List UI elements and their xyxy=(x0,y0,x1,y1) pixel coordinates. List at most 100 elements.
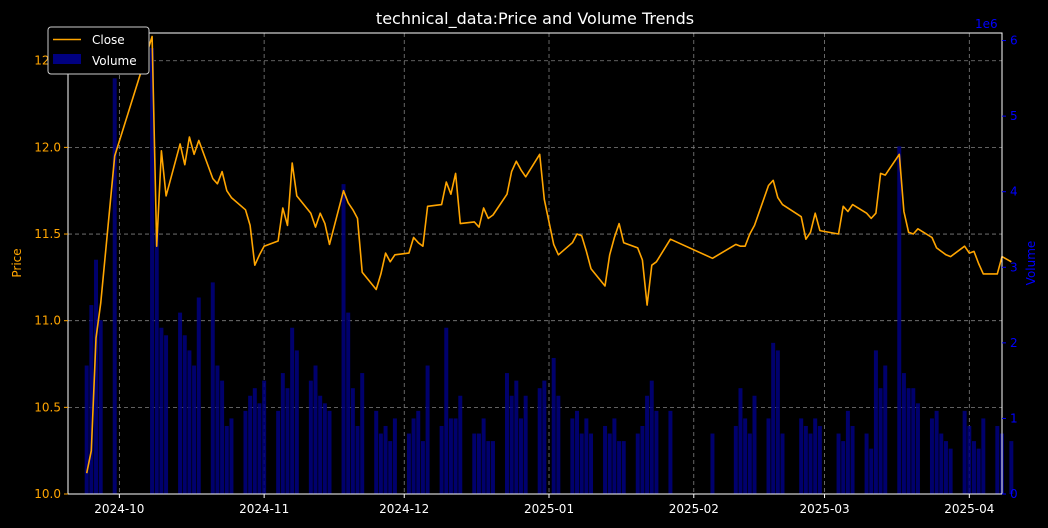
volume-bars xyxy=(84,48,1014,495)
volume-bar xyxy=(747,433,752,494)
volume-bar xyxy=(929,418,934,494)
legend: Close Volume xyxy=(47,26,150,75)
volume-bar xyxy=(154,229,159,494)
volume-bar xyxy=(444,327,449,494)
volume-bar xyxy=(220,380,225,494)
volume-bar xyxy=(84,365,89,494)
volume-bar xyxy=(262,380,267,494)
volume-bar xyxy=(406,433,411,494)
volume-bar xyxy=(327,410,332,494)
right-y-tick-label: 2 xyxy=(1010,336,1018,350)
volume-bar xyxy=(738,388,743,494)
volume-bar xyxy=(481,418,486,494)
volume-bar xyxy=(864,433,869,494)
volume-bar xyxy=(589,433,594,494)
volume-bar xyxy=(995,425,1000,494)
volume-bar xyxy=(425,365,430,494)
x-tick-label: 2025-02 xyxy=(669,502,719,516)
legend-close-label: Close xyxy=(92,33,125,47)
x-tick-label: 2025-04 xyxy=(944,502,994,516)
volume-bar xyxy=(94,259,99,494)
volume-bar xyxy=(901,373,906,494)
right-y-axis: 0 1 2 3 4 5 6 xyxy=(1002,34,1018,501)
right-y-tick-label: 0 xyxy=(1010,487,1018,501)
legend-volume-swatch xyxy=(53,54,81,64)
volume-bar xyxy=(649,380,654,494)
volume-bar xyxy=(668,410,673,494)
volume-bar xyxy=(178,312,183,494)
volume-bar xyxy=(556,395,561,494)
volume-bar xyxy=(519,418,523,494)
volume-bar xyxy=(346,312,351,494)
volume-bar xyxy=(98,320,103,494)
chart-title: technical_data:Price and Volume Trends xyxy=(376,9,694,29)
volume-bar xyxy=(817,425,822,494)
volume-bar xyxy=(962,410,967,494)
volume-bar xyxy=(294,350,299,494)
volume-bar xyxy=(318,395,323,494)
x-tick-label: 2024-11 xyxy=(239,502,289,516)
right-y-tick-label: 4 xyxy=(1010,185,1018,199)
volume-bar xyxy=(743,418,748,494)
volume-bar xyxy=(476,433,481,494)
volume-bar xyxy=(504,373,509,494)
x-axis: 2024-10 2024-11 2024-12 2025-01 2025-02 2025-… xyxy=(94,494,994,516)
right-y-tick-label: 1 xyxy=(1010,411,1018,425)
x-tick-label: 2025-01 xyxy=(524,502,574,516)
volume-bar xyxy=(579,433,584,494)
volume-bar xyxy=(514,380,519,494)
volume-bar xyxy=(248,395,253,494)
volume-bar xyxy=(752,395,757,494)
left-y-tick-label: 12.0 xyxy=(34,140,61,154)
volume-bar xyxy=(164,335,169,494)
volume-bar xyxy=(603,425,608,494)
volume-bar xyxy=(971,441,976,494)
x-tick-label: 2024-10 xyxy=(94,502,144,516)
volume-bar xyxy=(416,410,421,494)
volume-bar xyxy=(780,433,785,494)
volume-bar xyxy=(192,365,197,494)
volume-bar xyxy=(883,365,888,494)
volume-bar xyxy=(150,48,155,495)
close-price-line xyxy=(85,35,1012,474)
volume-bar xyxy=(939,433,944,494)
x-tick-label: 2024-12 xyxy=(379,502,429,516)
volume-bar xyxy=(542,380,547,494)
volume-bar xyxy=(878,388,883,494)
volume-bar xyxy=(378,433,383,494)
legend-volume-label: Volume xyxy=(92,54,137,68)
volume-bar xyxy=(803,425,808,494)
volume-bar xyxy=(280,373,285,494)
volume-bar xyxy=(196,297,201,494)
volume-bar xyxy=(187,350,192,494)
volume-bar xyxy=(967,425,972,494)
left-y-tick-label: 10.0 xyxy=(34,487,61,501)
left-y-axis: 10.010.511.011.512.012.5 xyxy=(34,54,68,501)
volume-bar xyxy=(308,380,313,494)
volume-bar xyxy=(911,388,916,494)
right-y-axis-label: Volume xyxy=(1024,241,1038,286)
volume-bar xyxy=(808,433,813,494)
volume-bar xyxy=(551,357,556,494)
volume-bar xyxy=(813,418,818,494)
volume-bar xyxy=(645,395,650,494)
volume-bar xyxy=(360,373,365,494)
volume-bar xyxy=(89,305,94,494)
volume-bar xyxy=(799,418,804,494)
volume-bar xyxy=(224,425,229,494)
volume-bar xyxy=(948,448,953,494)
volume-bar xyxy=(215,365,220,494)
volume-bar xyxy=(509,395,514,494)
volume-bar xyxy=(159,327,164,494)
volume-bar xyxy=(490,441,495,494)
volume-bar xyxy=(210,282,215,494)
volume-bar xyxy=(313,365,318,494)
volume-bar xyxy=(575,410,580,494)
left-y-axis-label: Price xyxy=(10,248,24,277)
volume-bar xyxy=(621,441,626,494)
volume-bar xyxy=(252,388,257,494)
volume-bar xyxy=(388,441,393,494)
volume-bar xyxy=(374,410,379,494)
volume-bar xyxy=(612,418,617,494)
volume-bar xyxy=(355,425,360,494)
